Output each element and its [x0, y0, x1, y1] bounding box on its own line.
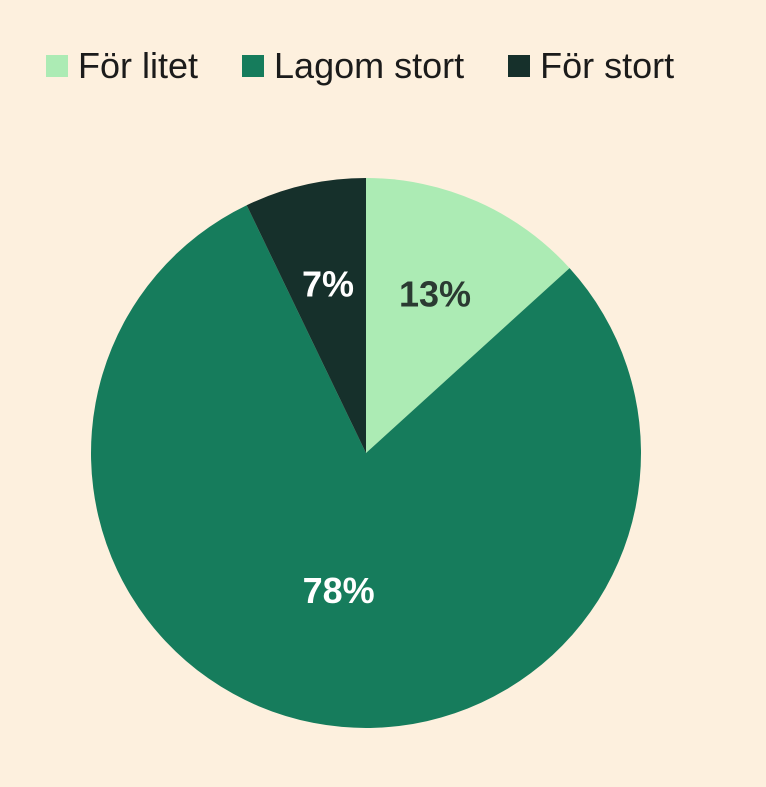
pie-slice-for-litet	[366, 178, 570, 453]
pie-slice-lagom-stort	[91, 205, 642, 728]
legend-swatch-for-litet	[46, 55, 68, 77]
legend-swatch-lagom-stort	[242, 55, 265, 77]
legend-label-for-litet: För litet	[78, 45, 199, 86]
data-label-for-stort: 7%	[302, 263, 354, 304]
data-label-lagom-stort: 78%	[303, 570, 375, 611]
legend-swatch-for-stort	[508, 55, 531, 77]
data-label-for-litet: 13%	[399, 274, 471, 315]
legend-item-for-litet: För litet	[46, 48, 198, 84]
legend-label-lagom-stort: Lagom stort	[274, 45, 465, 86]
legend-item-for-stort: För stort	[508, 48, 674, 84]
legend-item-lagom-stort: Lagom stort	[242, 48, 464, 84]
legend: För litet Lagom stort För stort	[46, 44, 674, 88]
legend-label-for-stort: För stort	[540, 45, 675, 86]
pie-slice-for-stort	[246, 178, 366, 453]
